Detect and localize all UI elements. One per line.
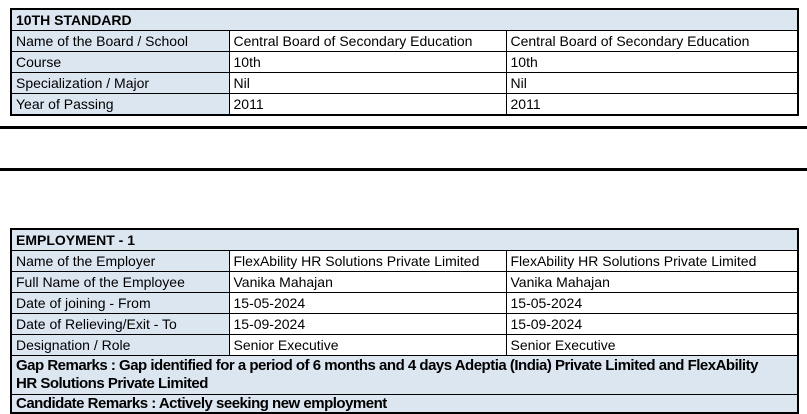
table-row: Name of the Employer FlexAbility HR Solu… <box>10 250 799 272</box>
row-value-2: 10th <box>505 51 799 73</box>
row-value-1: Vanika Mahajan <box>228 271 507 293</box>
row-value-1: 15-09-2024 <box>228 313 507 335</box>
row-value-2: FlexAbility HR Solutions Private Limited <box>505 250 799 272</box>
table-row: Date of joining - From 15-05-2024 15-05-… <box>10 292 799 314</box>
row-value-2: Vanika Mahajan <box>505 271 799 293</box>
row-label: Specialization / Major <box>10 72 230 94</box>
row-value-1: Senior Executive <box>228 334 507 356</box>
row-label: Full Name of the Employee <box>10 271 230 293</box>
row-value-1: Central Board of Secondary Education <box>228 30 507 52</box>
section-header-row: 10TH STANDARD <box>10 8 799 31</box>
gap-remarks: Gap Remarks : Gap identified for a perio… <box>10 355 799 395</box>
section-title: EMPLOYMENT - 1 <box>10 228 799 251</box>
row-value-2: 2011 <box>505 93 799 116</box>
row-value-2: 15-05-2024 <box>505 292 799 314</box>
table-row: Name of the Board / School Central Board… <box>10 30 799 52</box>
row-label: Year of Passing <box>10 93 230 116</box>
row-value-2: 15-09-2024 <box>505 313 799 335</box>
divider-line-top <box>0 126 807 129</box>
row-label: Date of Relieving/Exit - To <box>10 313 230 335</box>
table-row: Course 10th 10th <box>10 51 799 73</box>
table-row: Designation / Role Senior Executive Seni… <box>10 334 799 356</box>
table-row: Year of Passing 2011 2011 <box>10 93 799 116</box>
row-label: Designation / Role <box>10 334 230 356</box>
row-value-2: Senior Executive <box>505 334 799 356</box>
gap-remarks-line-1: Gap Remarks : Gap identified for a perio… <box>16 357 758 374</box>
divider-line-bottom <box>0 168 807 171</box>
table-row: Specialization / Major Nil Nil <box>10 72 799 94</box>
table-row: Date of Relieving/Exit - To 15-09-2024 1… <box>10 313 799 335</box>
row-value-2: Nil <box>505 72 799 94</box>
section-header-row: EMPLOYMENT - 1 <box>10 228 799 251</box>
row-value-1: 2011 <box>228 93 507 116</box>
education-10th-standard-table: 10TH STANDARD Name of the Board / School… <box>10 8 800 116</box>
gap-remarks-line-2: HR Solutions Private Limited <box>16 375 208 392</box>
row-value-1: Nil <box>228 72 507 94</box>
row-label: Date of joining - From <box>10 292 230 314</box>
table-row: Full Name of the Employee Vanika Mahajan… <box>10 271 799 293</box>
row-value-1: 15-05-2024 <box>228 292 507 314</box>
candidate-remarks: Candidate Remarks : Actively seeking new… <box>10 394 799 414</box>
employment-1-table: EMPLOYMENT - 1 Name of the Employer Flex… <box>10 228 800 414</box>
row-label: Name of the Employer <box>10 250 230 272</box>
row-value-1: 10th <box>228 51 507 73</box>
row-value-1: FlexAbility HR Solutions Private Limited <box>228 250 507 272</box>
section-title: 10TH STANDARD <box>10 8 799 31</box>
row-value-2: Central Board of Secondary Education <box>505 30 799 52</box>
row-label: Name of the Board / School <box>10 30 230 52</box>
candidate-remarks-row: Candidate Remarks : Actively seeking new… <box>10 394 799 414</box>
row-label: Course <box>10 51 230 73</box>
gap-remarks-row: Gap Remarks : Gap identified for a perio… <box>10 355 799 395</box>
